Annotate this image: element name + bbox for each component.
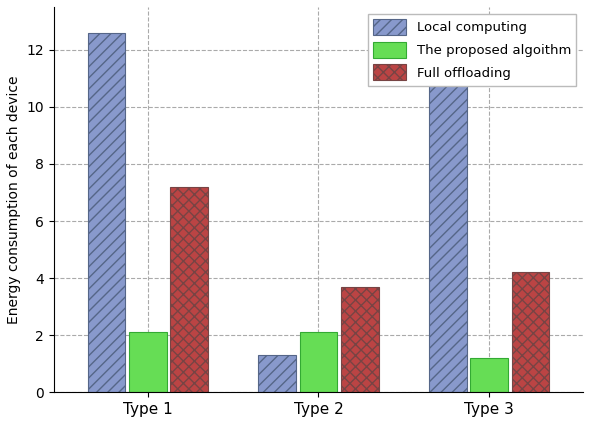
Bar xyxy=(129,332,166,392)
Bar xyxy=(258,355,296,392)
Bar xyxy=(429,33,467,392)
Bar xyxy=(341,287,379,392)
Y-axis label: Energy consumption of each device: Energy consumption of each device xyxy=(7,75,21,324)
Bar xyxy=(88,33,125,392)
Bar xyxy=(470,358,508,392)
Bar xyxy=(171,187,208,392)
Bar xyxy=(300,332,337,392)
Legend: Local computing, The proposed algoithm, Full offloading: Local computing, The proposed algoithm, … xyxy=(368,14,576,86)
Bar xyxy=(512,273,549,392)
